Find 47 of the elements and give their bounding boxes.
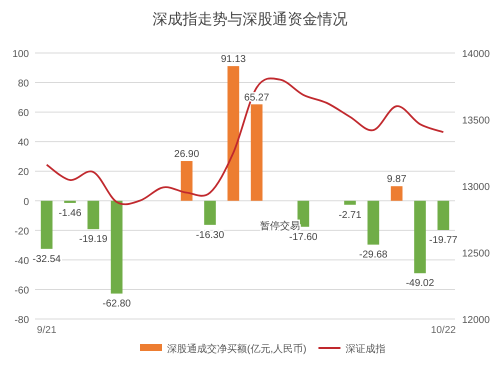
bar [110, 200, 122, 294]
bar [438, 200, 450, 230]
x-tick-label: 10/22 [430, 325, 456, 336]
data-label: 91.13 [220, 54, 246, 66]
y2-tick-label: 12000 [462, 315, 490, 326]
data-label: -49.02 [406, 278, 435, 290]
bar [414, 200, 426, 274]
data-label: -32.54 [32, 254, 62, 265]
data-label: -19.19 [79, 234, 108, 246]
bar [250, 104, 262, 201]
data-label: -19.77 [429, 234, 458, 246]
bar [298, 200, 310, 227]
data-label: -2.71 [338, 210, 362, 221]
y-tick-label: 0 [23, 196, 30, 208]
y2-tick-label: 13500 [462, 116, 490, 126]
data-label: -1.46 [58, 208, 82, 219]
bar [204, 200, 216, 225]
bar [368, 200, 380, 245]
legend-label: 深股通成交净买额(亿元,人民币) [167, 343, 306, 355]
y-tick-label: 100 [12, 49, 30, 60]
y-tick-label: 40 [18, 138, 30, 149]
bar [344, 200, 356, 205]
y-tick-label: -80 [14, 315, 30, 326]
text: 暂停交易 [260, 220, 300, 232]
y-tick-label: 80 [18, 78, 30, 90]
data-label: 26.90 [174, 149, 200, 160]
y2-tick-label: 12500 [462, 248, 490, 260]
data-label: -29.68 [359, 250, 388, 261]
y-tick-label: -20 [14, 226, 30, 238]
y-tick-label: 20 [18, 167, 30, 178]
y-tick-label: 60 [18, 108, 30, 120]
x-tick-label: 9/21 [36, 325, 57, 336]
bar [88, 200, 100, 230]
bar [180, 161, 192, 201]
bar [390, 186, 402, 201]
y-tick-label: -60 [14, 285, 30, 296]
data-label: -62.80 [102, 298, 132, 310]
bar [228, 66, 240, 201]
legend-label: 深证成指 [345, 343, 386, 355]
y-tick-label: -40 [14, 256, 30, 267]
data-label: -17.60 [289, 232, 318, 243]
data-label: -16.30 [196, 230, 225, 241]
data-label: 9.87 [386, 174, 407, 186]
bar [40, 200, 52, 249]
chart-title: 深成指走势与深股通资金情况 [152, 11, 348, 28]
y2-tick-label: 13000 [462, 182, 490, 193]
y2-tick-label: 14000 [462, 49, 490, 60]
